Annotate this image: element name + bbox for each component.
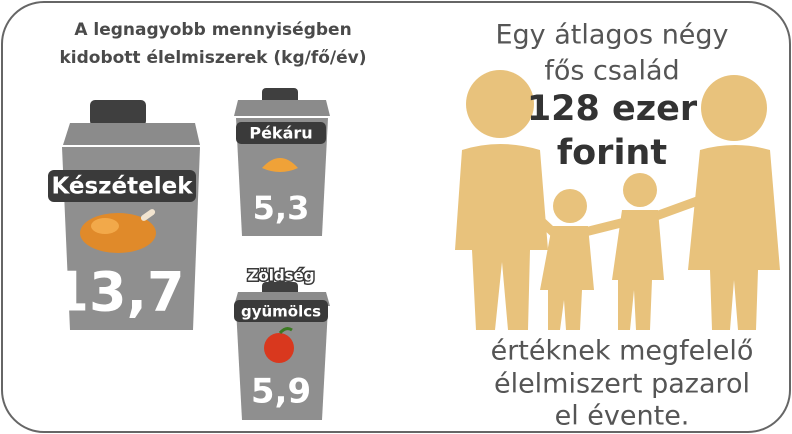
person-head (623, 173, 657, 207)
person-head (701, 75, 767, 141)
closing-line: el évente. (555, 401, 690, 432)
amount-line: forint (557, 133, 667, 173)
intro-line: Egy átlagos négy (495, 20, 728, 51)
intro-line: fős család (544, 56, 679, 87)
bin: Készételek 13,7 (48, 100, 200, 330)
title-line: kidobott élelmiszerek (kg/fő/év) (59, 48, 366, 68)
amount-line: 128 ezer (527, 89, 698, 129)
food-icon (91, 218, 119, 234)
bin-label: gyümölcs (241, 303, 321, 321)
bin-label: Készételek (51, 174, 193, 200)
bin-lid (234, 100, 330, 116)
infographic: A legnagyobb mennyiségben kidobott élelm… (0, 0, 792, 434)
bin-label: Zöldség (248, 267, 315, 285)
title-line: A legnagyobb mennyiségben (74, 20, 351, 40)
bin-value: 13,7 (51, 261, 184, 324)
bin-value: 5,9 (251, 372, 311, 412)
closing-line: élelmiszert pazarol (494, 369, 750, 400)
closing-line: értéknek megfelelő (491, 336, 754, 367)
person-head (553, 189, 587, 223)
bin: Pékáru 5,3 (234, 88, 330, 236)
bin-lid (63, 123, 200, 145)
person-head (466, 70, 534, 138)
bin-value: 5,3 (253, 189, 310, 227)
food-icon (264, 333, 294, 363)
bin-label: Pékáru (249, 124, 312, 143)
bin-handle (90, 100, 146, 126)
